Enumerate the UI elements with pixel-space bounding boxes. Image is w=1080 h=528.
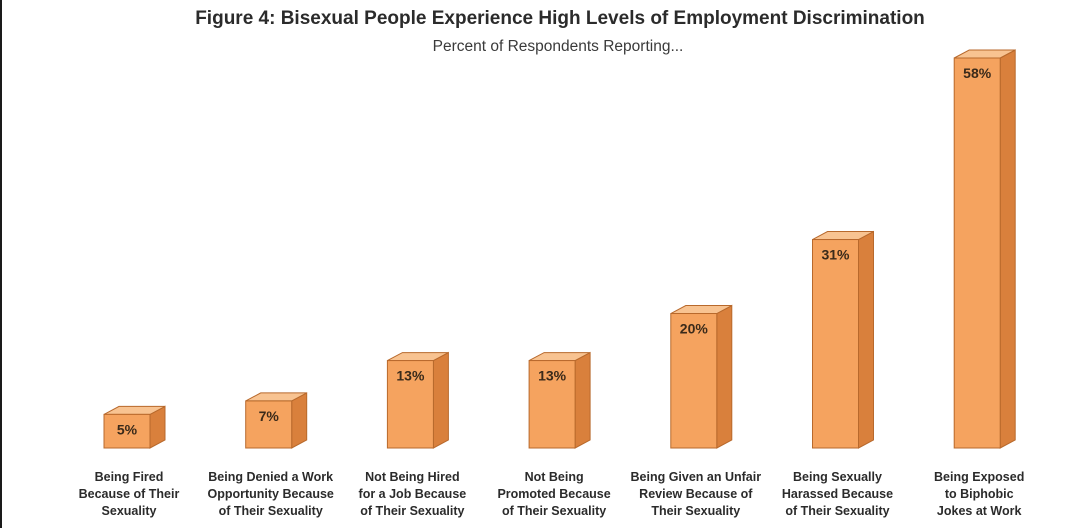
bar-front-face [103, 413, 151, 449]
category-label-line: of Their Sexuality [785, 504, 890, 518]
category-label-line: of Their Sexuality [501, 504, 607, 518]
category-label-2: Being Denied a Work Opportunity Because of… [196, 469, 346, 520]
category-label-line: Because of Their [78, 487, 180, 501]
category-label-line: Review Because of [639, 487, 753, 501]
category-label-line: Being Sexually [793, 470, 882, 484]
bar-front-face [812, 239, 859, 449]
chart-title: Figure 4: Bisexual People Experience Hig… [195, 8, 925, 29]
bar-value-label: 31% [821, 247, 850, 263]
category-label-line: Not Being Hired [365, 470, 460, 484]
bar-4: 13% [528, 351, 591, 449]
bar-value-label: 5% [117, 421, 138, 437]
category-label-line: Being Given an Unfair [630, 470, 762, 484]
left-border-line [0, 0, 2, 528]
bar-3: 13% [386, 351, 449, 449]
bar-6: 31% [812, 230, 874, 449]
bar-7: 58% [953, 49, 1016, 449]
category-label-line: Harassed Because [781, 487, 894, 501]
category-label-line: Being Exposed [934, 470, 1025, 484]
bar-front-face [386, 360, 434, 449]
bar-value-label: 58% [963, 65, 992, 81]
bar-2: 7% [245, 392, 308, 449]
category-label-line: of Their Sexuality [360, 504, 465, 518]
category-label-4: Not Being Promoted Because of Their Sexual… [479, 469, 629, 520]
category-label-7: Being Exposed to Biphobic Jokes at Work [904, 469, 1054, 520]
category-label-line: Promoted Because [497, 487, 611, 501]
chart-subtitle: Percent of Respondents Reporting... [432, 38, 684, 55]
category-label-3: Not Being Hired for a Job Because of Their… [337, 469, 487, 520]
bar-front-face [953, 57, 1001, 449]
category-label-line: for a Job Because [358, 487, 467, 501]
bar-value-label: 13% [538, 368, 567, 384]
bar-side-face [999, 49, 1016, 449]
bar-side-face [574, 351, 591, 449]
category-label-line: Sexuality [101, 504, 157, 518]
category-label-6: Being Sexually Harassed Because of Their S… [763, 469, 913, 520]
bar-side-face [291, 392, 308, 449]
category-label-line: Opportunity Because [207, 487, 334, 501]
bar-side-face [432, 351, 449, 449]
category-label-5: Being Given an Unfair Review Because of Th… [621, 469, 771, 520]
bar-front-face [528, 360, 576, 449]
category-label-line: Jokes at Work [936, 504, 1022, 518]
category-label-line: to Biphobic [944, 487, 1014, 501]
bar-value-label: 20% [680, 321, 709, 337]
bar-side-face [858, 230, 874, 449]
bar-side-face [716, 304, 733, 449]
category-label-line: Not Being [524, 470, 584, 484]
category-label-line: of Their Sexuality [218, 504, 323, 518]
bar-5: 20% [670, 304, 733, 449]
category-label-line: Being Fired [94, 470, 164, 484]
bar-front-face [670, 313, 718, 449]
bar-front-face [245, 400, 293, 449]
category-label-1: Being Fired Because of Their Sexuality [54, 469, 204, 520]
category-label-line: Their Sexuality [651, 504, 741, 518]
category-label-line: Being Denied a Work [208, 470, 334, 484]
bar-value-label: 13% [396, 368, 425, 384]
bar-1: 5% [103, 405, 166, 449]
bar-value-label: 7% [259, 408, 280, 424]
